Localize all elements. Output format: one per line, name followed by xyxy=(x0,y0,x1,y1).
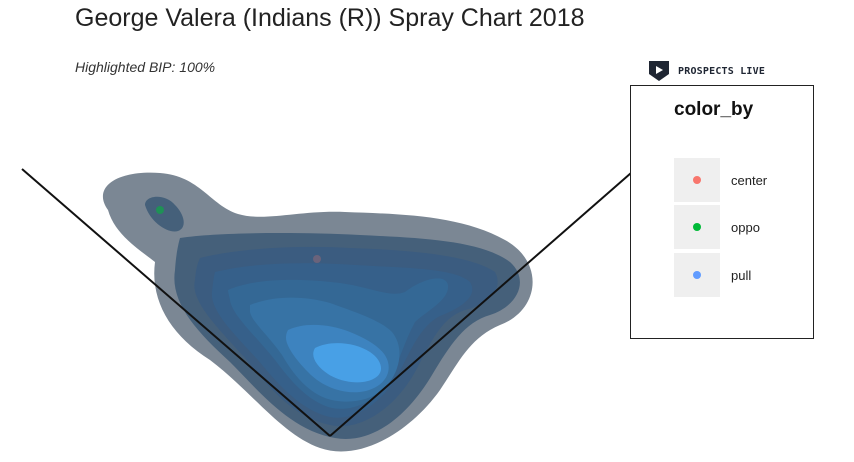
foul-lines xyxy=(21,168,632,437)
legend-dot-oppo xyxy=(693,223,701,231)
legend-dot-center xyxy=(693,176,701,184)
brand-name: PROSPECTS LIVE xyxy=(678,65,766,77)
brand-logo: PROSPECTS LIVE xyxy=(648,60,765,82)
legend-item-pull: pull xyxy=(674,253,804,297)
bip-point-center xyxy=(313,255,321,263)
density-contours xyxy=(102,172,533,452)
legend-dot-pull xyxy=(693,271,701,279)
legend-key xyxy=(674,205,720,249)
ball-in-play-points xyxy=(156,206,321,263)
density-level-8 xyxy=(313,343,382,383)
left-foul-line xyxy=(21,168,331,437)
legend-item-oppo: oppo xyxy=(674,205,804,249)
legend-key xyxy=(674,253,720,297)
legend: color_by center oppo pull xyxy=(630,85,814,339)
legend-item-center: center xyxy=(674,158,804,202)
legend-title: color_by xyxy=(674,99,754,120)
density-level-2 xyxy=(145,196,184,232)
right-foul-line xyxy=(329,172,632,437)
bip-point-oppo xyxy=(156,206,164,214)
legend-label: pull xyxy=(731,267,752,283)
legend-label: center xyxy=(731,172,768,188)
legend-label: oppo xyxy=(731,219,760,235)
legend-key xyxy=(674,158,720,202)
chart-subtitle: Highlighted BIP: 100% xyxy=(75,59,216,75)
chart-title: George Valera (Indians (R)) Spray Chart … xyxy=(75,4,585,32)
play-shield-icon xyxy=(649,61,669,81)
